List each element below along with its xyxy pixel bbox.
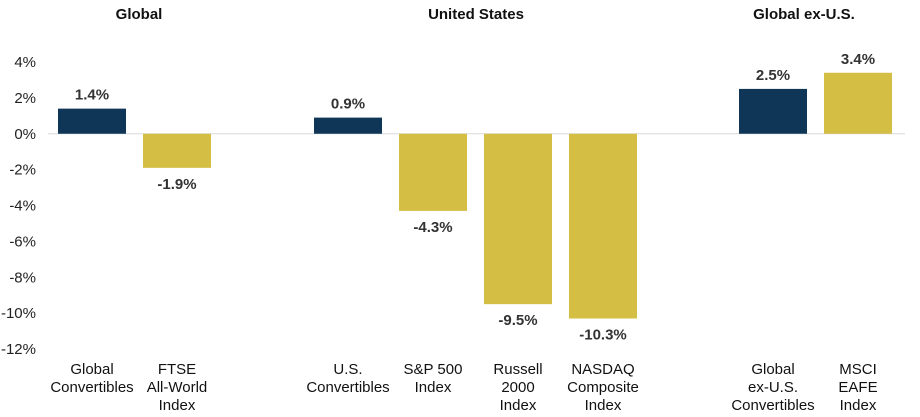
category-label: NASDAQ [571,361,634,378]
category-label: U.S. [333,361,362,378]
category-label: Index [415,379,452,396]
category-label: Global [751,361,794,378]
y-tick-label: -10% [1,305,36,322]
category-label: Convertibles [731,397,814,414]
category-label: MSCI [839,361,877,378]
value-label: -9.5% [498,312,537,329]
group-title: United States [428,6,524,23]
group-title: Global ex-U.S. [753,6,855,23]
category-label: All-World [147,379,208,396]
value-label: -10.3% [579,327,627,344]
category-label: FTSE [158,361,196,378]
y-tick-label: -12% [1,341,36,358]
bars [58,72,892,319]
category-label: S&P 500 [404,361,463,378]
y-axis: 4% 2% 0% -2% -4% -6% -8% -10% -12% [1,54,36,358]
value-label: 3.4% [841,51,875,68]
category-label: Convertibles [50,379,133,396]
category-labels: GlobalConvertiblesFTSEAll-WorldIndexU.S.… [50,361,877,414]
value-label: 0.9% [331,96,365,113]
category-label: Index [159,397,196,414]
group-titles: Global United States Global ex-U.S. [116,6,855,23]
value-labels: 1.4% -1.9% 0.9% -4.3% -9.5% -10.3% 2.5% 3.4% [75,51,875,344]
bar [824,72,892,134]
category-label: Russell [493,361,542,378]
category-label: EAFE [838,379,877,396]
value-label: -4.3% [413,219,452,236]
category-label: Index [585,397,622,414]
category-label: Global [70,361,113,378]
category-label: ex-U.S. [748,379,798,396]
value-label: 2.5% [756,67,790,84]
y-tick-label: -2% [9,162,36,179]
category-label: Index [840,397,877,414]
y-tick-label: 2% [14,90,36,107]
category-label: 2000 [501,379,534,396]
y-tick-label: -4% [9,198,36,215]
value-label: -1.9% [157,176,196,193]
bar [143,133,211,168]
bar [484,133,552,305]
value-label: 1.4% [75,87,109,104]
bar [399,133,467,211]
y-tick-label: 0% [14,126,36,143]
category-label: Composite [567,379,639,396]
category-label: Convertibles [306,379,389,396]
y-tick-label: -6% [9,233,36,250]
bar [569,133,637,319]
y-tick-label: 4% [14,54,36,71]
bar [739,88,807,134]
y-tick-label: -8% [9,269,36,286]
group-title: Global [116,6,163,23]
category-label: Index [500,397,537,414]
bar [314,117,382,134]
bar [58,108,126,134]
